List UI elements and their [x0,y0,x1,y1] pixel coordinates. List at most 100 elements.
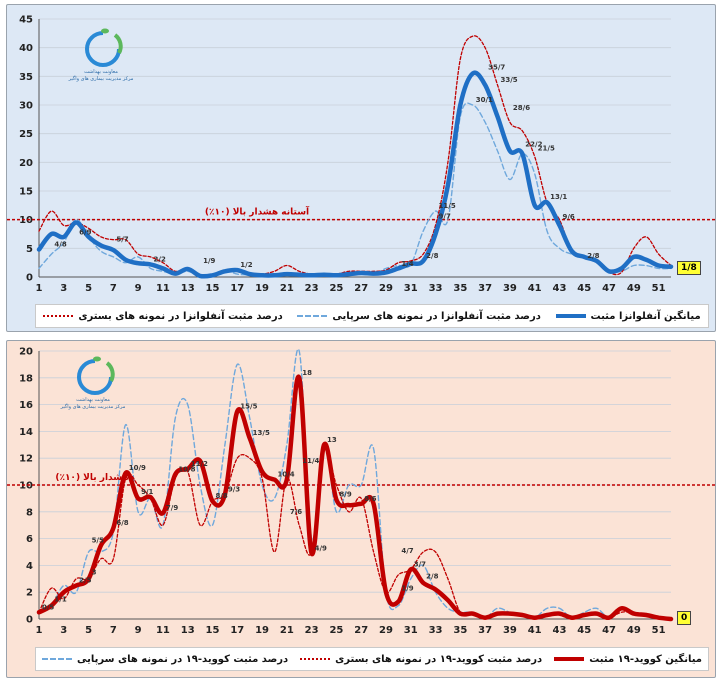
influenza-x-tick-label: 37 [478,283,492,294]
influenza-legend: میانگین آنفلوانزا مثبت درصد مثبت آنفلوان… [35,304,709,328]
covid-x-tick-label: 5 [85,625,92,636]
covid-x-tick-label: 29 [379,625,393,636]
covid-y-tick-label: 8 [26,507,33,518]
covid-x-tick-label: 9 [135,625,142,636]
influenza-series-average-line [36,70,674,279]
logo-leaf-icon [105,361,115,382]
influenza-x-tick-label: 51 [652,283,666,294]
covid-y-tick-label: 6 [26,534,33,545]
influenza-data-label: 11/5 [439,202,456,210]
logo-ring-icon [77,359,113,395]
covid-x-tick-label: 21 [280,625,294,636]
covid-data-label: 5/5 [92,536,104,544]
legend-swatch-dotted [43,315,74,317]
influenza-data-label: 22/2 [525,141,542,149]
covid-data-label: 4/7 [401,547,413,555]
influenza-y-tick-label: 40 [19,43,33,54]
covid-data-label: 8/8 [215,492,227,500]
legend-item-covid-average: میانگین کووید-۱۹ مثبت [554,654,702,665]
influenza-data-label: 2/8 [426,252,438,260]
influenza-data-label: 6/9 [79,228,91,236]
covid-y-tick-label: 2 [26,588,33,599]
influenza-y-tick-label: 15 [19,187,33,198]
influenza-x-tick-label: 9 [135,283,142,294]
covid-data-label: 10/9 [129,464,146,472]
covid-data-label: 13 [327,436,337,444]
covid-x-tick-label: 13 [181,625,195,636]
covid-y-tick-label: 18 [19,373,33,384]
covid-x-tick-label: 17 [230,625,244,636]
covid-data-label: 2/8 [426,572,438,580]
logo-line1: معاونت بهداشت [76,397,110,403]
covid-series-outpatient-line [38,348,672,620]
influenza-data-label: 13/1 [550,193,567,201]
legend-swatch-dashed [297,315,328,317]
covid-x-tick-label: 41 [528,625,542,636]
influenza-data-label: 2/2 [154,255,166,263]
covid-y-tick-label: 12 [19,454,33,465]
covid-x-tick-label: 51 [652,625,666,636]
logo-ring-icon [85,31,121,67]
influenza-x-tick-label: 35 [453,283,467,294]
influenza-x-tick-label: 3 [60,283,67,294]
influenza-x-tick-label: 15 [206,283,220,294]
influenza-x-tick-label: 43 [553,283,567,294]
covid-x-tick-label: 45 [577,625,591,636]
influenza-series-outpatient-line [38,102,672,277]
influenza-x-tick-label: 27 [354,283,368,294]
covid-y-tick-label: 20 [19,347,33,358]
influenza-data-label: 35/7 [488,63,505,71]
legend-swatch-dashed [42,658,73,660]
influenza-x-tick-label: 7 [110,283,117,294]
legend-item-influenza-inpatient: درصد مثبت آنفلوانزا در نمونه های بستری [43,311,283,322]
influenza-data-label: 33/5 [501,76,518,84]
covid-data-label: 15/5 [240,402,257,410]
covid-y-tick-label: 10 [19,481,33,492]
covid-data-label: 7/9 [166,504,178,512]
covid-x-tick-label: 1 [36,625,43,636]
influenza-threshold-label: آستانه هشدار بالا (۱۰٪) [205,206,310,218]
influenza-x-tick-label: 25 [329,283,343,294]
influenza-y-tick-label: 30 [19,101,33,112]
influenza-series [36,35,674,279]
influenza-gridlines [39,18,671,278]
influenza-x-tick-label: 19 [255,283,269,294]
logo-leaf-icon [113,33,123,54]
covid-y-tick-label: 0 [26,615,33,626]
covid-x-tick-label: 23 [305,625,319,636]
logo-leaf-dot-icon [101,28,109,34]
influenza-data-label: 1/9 [203,257,215,265]
covid-data-label: 0/5 [42,603,54,611]
covid-data-label: 10/8 [178,465,195,473]
influenza-chart-panel: 0 5 10 15 20 25 30 35 40 45 1 3 5 7 9 11 13 15 17 19 21 23 25 2… [6,4,716,332]
covid-data-labels: 0/51/1 2/53 5/5 6/8 10/9 9/1 7/9 10/811/2 8/89/3… [42,369,439,612]
influenza-x-tick-label: 39 [503,283,517,294]
covid-last-value-badge: 0 [677,611,692,625]
influenza-data-label: 28/6 [513,104,530,112]
influenza-data-label: 1/4 [401,260,413,268]
covid-x-tick-label: 19 [255,625,269,636]
covid-data-label: 8/9 [339,491,351,499]
covid-data-label: 4/9 [315,544,327,552]
legend-item-influenza-average: میانگین آنفلوانزا مثبت [555,311,701,322]
influenza-y-tick-label: 45 [19,15,33,26]
influenza-data-label: 5/7 [116,235,128,243]
covid-legend: میانگین کووید-۱۹ مثبت درصد مثبت کووید-۱۹… [35,647,709,671]
covid-x-tick-label: 39 [503,625,517,636]
covid-data-label: 3 [92,568,97,576]
logo-line2: مرکز مدیریت بیماری های واگیر [60,403,126,410]
influenza-y-tick-label: 20 [19,158,33,169]
influenza-x-tick-label: 21 [280,283,294,294]
influenza-data-label: 2/8 [587,252,599,260]
influenza-data-label: 1/2 [240,261,252,269]
covid-x-tick-label: 33 [429,625,443,636]
logo-bottom: معاونت بهداشت مرکز مدیریت بیماری های واگ… [60,356,126,410]
influenza-x-tick-label: 33 [429,283,443,294]
covid-x-tick-label: 25 [329,625,343,636]
covid-data-label: 18 [302,369,312,377]
covid-x-tick-label: 37 [478,625,492,636]
influenza-y-tick-label: 0 [26,273,33,284]
covid-x-tick-label: 27 [354,625,368,636]
covid-x-tick-label: 3 [60,625,67,636]
